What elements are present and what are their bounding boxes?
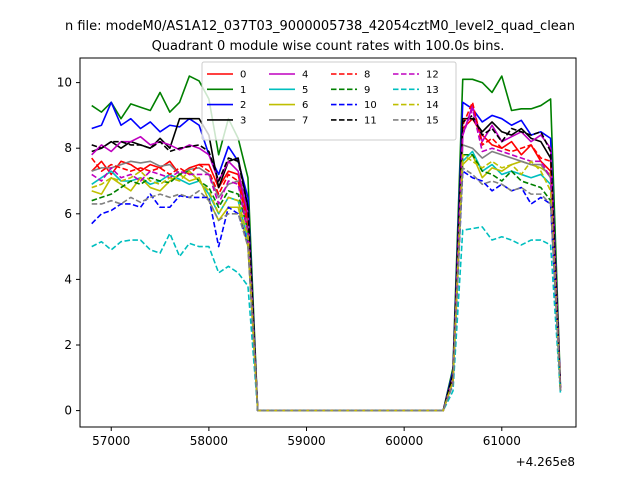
- y-tick-label: 4: [64, 272, 72, 286]
- legend-label-7: 7: [302, 115, 308, 126]
- x-axis-offset-label: +4.265e8: [516, 455, 575, 469]
- series-line-4: [91, 104, 562, 412]
- series-line-7: [91, 144, 562, 412]
- x-tick-label: 58000: [190, 434, 228, 448]
- x-tick-label: 61000: [483, 434, 521, 448]
- legend-label-1: 1: [240, 85, 246, 96]
- legend-label-4: 4: [302, 70, 308, 81]
- figure-suptitle: n file: modeM0/AS1A12_037T03_9000005738_…: [65, 19, 575, 34]
- series-line-9: [91, 153, 562, 412]
- x-tick-label: 60000: [385, 434, 423, 448]
- legend-label-2: 2: [240, 100, 246, 111]
- legend-label-0: 0: [240, 70, 246, 81]
- x-tick-label: 57000: [92, 434, 130, 448]
- y-tick-label: 10: [57, 76, 72, 90]
- legend-label-6: 6: [302, 100, 308, 111]
- y-tick-label: 8: [64, 141, 72, 155]
- legend-label-11: 11: [364, 115, 377, 126]
- legend-label-14: 14: [426, 100, 439, 111]
- legend-label-12: 12: [426, 70, 439, 81]
- series-line-15: [91, 167, 562, 412]
- series-line-13: [91, 226, 562, 412]
- axes-frame: [79, 57, 577, 428]
- legend-label-13: 13: [426, 85, 439, 96]
- legend-label-3: 3: [240, 115, 246, 126]
- chart-title: Quadrant 0 module wise count rates with …: [152, 39, 505, 54]
- series-line-8: [91, 101, 562, 412]
- x-tick-label: 59000: [287, 434, 325, 448]
- y-tick-label: 0: [64, 404, 72, 418]
- legend-frame: [201, 61, 457, 141]
- legend-label-5: 5: [302, 85, 308, 96]
- legend-label-9: 9: [364, 85, 370, 96]
- legend-label-8: 8: [364, 70, 370, 81]
- y-tick-label: 2: [64, 338, 72, 352]
- series-line-14: [91, 153, 562, 412]
- legend-label-10: 10: [364, 100, 377, 111]
- y-tick-label: 6: [64, 207, 72, 221]
- series-line-11: [91, 114, 562, 412]
- series-line-12: [91, 108, 562, 412]
- legend-label-15: 15: [426, 115, 439, 126]
